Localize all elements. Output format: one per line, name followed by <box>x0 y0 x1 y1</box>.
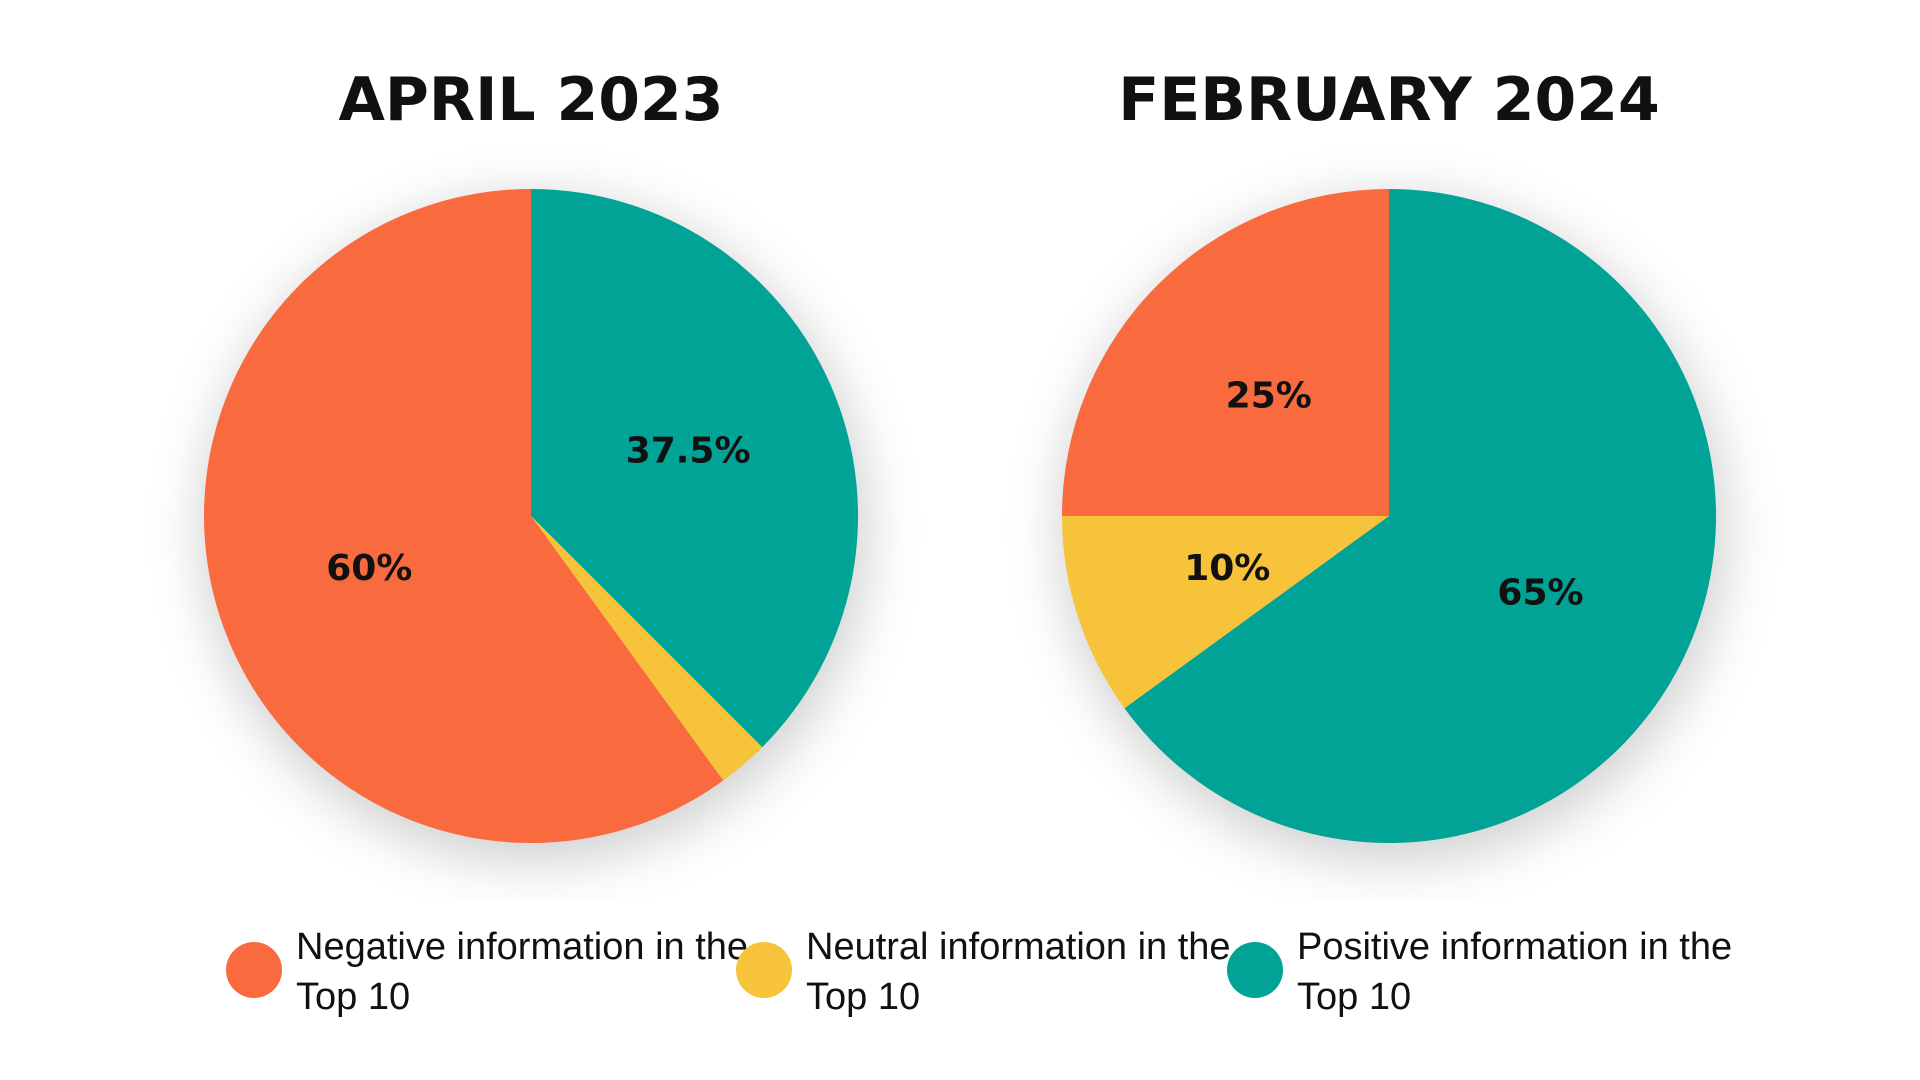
data-label-negative: 60% <box>326 548 412 589</box>
legend-swatch-positive <box>1227 942 1283 998</box>
legend-label-positive: Positive information in the Top 10 <box>1297 926 1733 1018</box>
pie-charts: APRIL 2023 37.5% 60% FEBRUARY 2024 65% 10% 25% <box>202 65 1726 863</box>
data-label-negative: 25% <box>1226 375 1312 416</box>
pie-slice-negative <box>204 189 724 843</box>
legend-swatch-negative <box>226 942 282 998</box>
chart-title: FEBRUARY 2024 <box>1118 65 1659 135</box>
pie-slice-negative <box>1062 189 1389 516</box>
pie-slice-positive <box>1124 189 1716 844</box>
pie-april-2023: APRIL 2023 37.5% 60% <box>202 65 868 863</box>
data-label-neutral: 10% <box>1184 548 1270 589</box>
pie-slice-neutral <box>531 516 763 781</box>
legend-label-negative: Negative information in the Top 10 <box>296 926 749 1018</box>
data-label-positive: 37.5% <box>626 430 751 471</box>
legend-swatch-neutral <box>736 942 792 998</box>
pie-february-2024: FEBRUARY 2024 65% 10% 25% <box>1060 65 1726 863</box>
chart-title: APRIL 2023 <box>338 65 723 135</box>
pie-slice-neutral <box>1062 516 1389 709</box>
legend: Negative information in the Top 10 Neutr… <box>0 900 1920 1080</box>
pie-slice-positive <box>531 189 859 748</box>
data-label-positive: 65% <box>1497 573 1583 614</box>
legend-label-neutral: Neutral information in the Top 10 <box>806 926 1231 1018</box>
